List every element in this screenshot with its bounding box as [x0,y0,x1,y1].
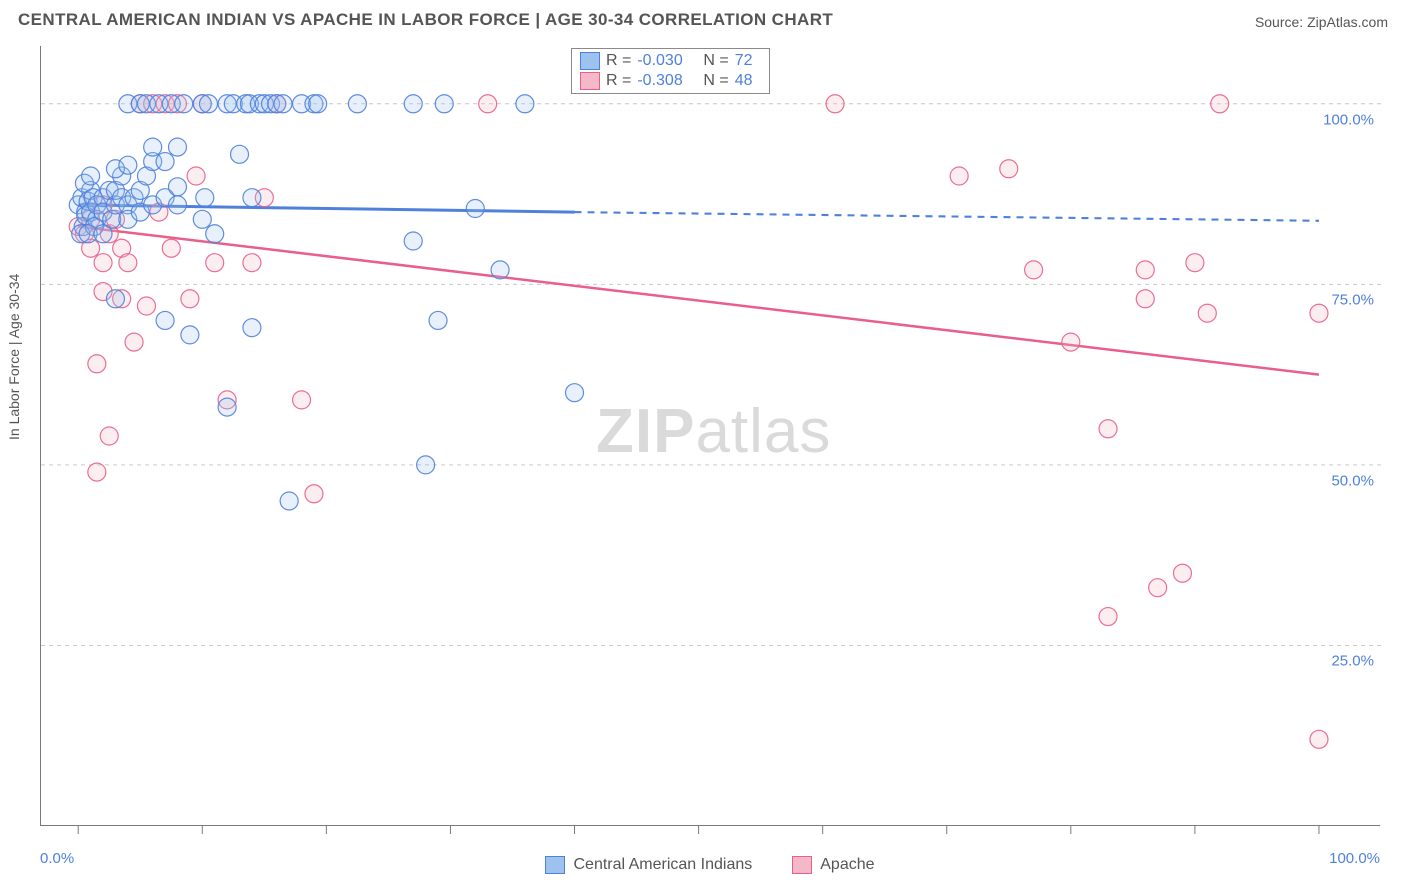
r-label: R = [606,72,631,90]
swatch-cai [580,52,600,70]
legend-label-apache: Apache [820,856,874,874]
n-label: N = [703,72,728,90]
legend-item-apache: Apache [792,856,874,874]
n-value-cai: 72 [735,52,761,70]
source-value: ZipAtlas.com [1307,14,1388,30]
n-value-apache: 48 [735,72,761,90]
r-label: R = [606,52,631,70]
y-tick-label: 25.0% [1331,653,1374,670]
chart-title: CENTRAL AMERICAN INDIAN VS APACHE IN LAB… [18,10,833,30]
y-tick-label: 50.0% [1331,472,1374,489]
y-tick-label: 100.0% [1323,111,1374,128]
y-tick-label: 75.0% [1331,292,1374,309]
plot-area: ZIPatlas R = -0.030 N = 72 R = -0.308 N … [40,46,1380,826]
y-axis-label: In Labor Force | Age 30-34 [6,274,22,440]
swatch-apache [580,72,600,90]
stats-row-apache: R = -0.308 N = 48 [580,71,761,91]
source-label: Source: [1255,14,1307,30]
legend-swatch-cai [545,856,565,874]
stats-row-cai: R = -0.030 N = 72 [580,51,761,71]
r-value-cai: -0.030 [637,52,697,70]
stats-legend: R = -0.030 N = 72 R = -0.308 N = 48 [571,48,770,94]
r-value-apache: -0.308 [637,72,697,90]
legend-item-cai: Central American Indians [545,856,752,874]
source-attribution: Source: ZipAtlas.com [1255,14,1388,30]
n-label: N = [703,52,728,70]
legend-swatch-apache [792,856,812,874]
scatter-chart [41,46,1380,825]
series-legend: Central American Indians Apache [40,856,1380,874]
legend-label-cai: Central American Indians [573,856,752,874]
